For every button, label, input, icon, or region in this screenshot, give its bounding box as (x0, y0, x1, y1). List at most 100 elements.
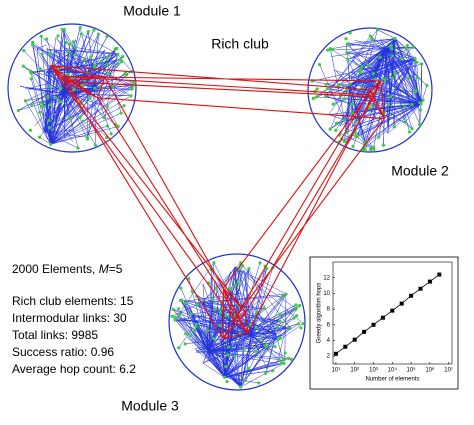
marker (362, 329, 367, 334)
node (74, 45, 78, 50)
node (187, 276, 191, 281)
node (421, 98, 425, 102)
node (48, 103, 53, 107)
node (28, 128, 32, 132)
node (54, 96, 58, 100)
node (263, 344, 267, 348)
node (93, 143, 97, 147)
node (82, 58, 87, 62)
y-tick-label: 10 (323, 291, 330, 297)
node (179, 286, 183, 290)
y-tick-label: 6 (327, 322, 331, 328)
y-tick-label: 4 (327, 338, 331, 344)
node (39, 101, 43, 105)
node (360, 65, 364, 69)
node (257, 337, 261, 341)
node (105, 124, 110, 128)
node (171, 307, 175, 311)
node (76, 146, 80, 150)
node (369, 147, 373, 152)
node (116, 52, 120, 56)
param-value: =5 (109, 262, 123, 276)
node (342, 118, 347, 122)
node (400, 57, 404, 61)
node (296, 322, 301, 326)
node (130, 87, 134, 91)
node (348, 31, 352, 35)
node (113, 47, 117, 51)
node (331, 102, 335, 106)
rich-club-label: Rich club (211, 36, 269, 52)
node (44, 37, 49, 41)
node (233, 284, 237, 288)
stat: Rich club elements: 15 (12, 294, 134, 308)
node (30, 43, 35, 47)
node (277, 358, 281, 362)
node (224, 364, 228, 369)
node (105, 34, 109, 39)
node (294, 303, 298, 307)
node (48, 85, 52, 89)
node (212, 336, 216, 341)
node (190, 289, 194, 293)
marker (390, 308, 395, 313)
node (328, 127, 332, 131)
node (177, 346, 181, 350)
node (37, 135, 42, 139)
node (47, 119, 51, 123)
node (287, 356, 291, 361)
node (96, 32, 101, 36)
node (29, 77, 33, 81)
node (317, 63, 322, 67)
x-tick-label: 10⁷ (444, 367, 453, 374)
node (173, 318, 177, 322)
node (236, 280, 240, 285)
y-axis-label: Greedy algorithm hops (317, 283, 323, 344)
node (344, 37, 348, 41)
marker (418, 286, 423, 291)
node (315, 95, 319, 99)
node (189, 334, 193, 338)
node (93, 86, 97, 90)
node (353, 120, 357, 125)
node (16, 108, 21, 113)
summary-head: 2000 Elements, (12, 262, 99, 276)
node (346, 57, 350, 61)
node (311, 96, 315, 100)
node (65, 72, 69, 76)
node (404, 46, 408, 50)
node (372, 147, 376, 151)
node (377, 135, 381, 139)
node (214, 286, 218, 290)
node (356, 134, 360, 138)
y-tick-label: 2 (327, 354, 331, 360)
node (241, 264, 245, 268)
node (254, 349, 258, 353)
node (414, 60, 419, 64)
node (194, 322, 198, 326)
node (78, 115, 82, 120)
node (48, 51, 52, 55)
node (81, 119, 85, 123)
node (346, 42, 350, 46)
node (418, 108, 423, 112)
node (189, 312, 193, 316)
node (351, 144, 355, 149)
marker (352, 337, 357, 342)
node (46, 94, 50, 99)
module-label: Module 1 (123, 3, 181, 19)
node (29, 103, 34, 107)
node (276, 337, 280, 341)
node (358, 68, 363, 72)
node (105, 105, 109, 109)
node (225, 379, 229, 384)
marker (399, 301, 404, 306)
node (205, 329, 210, 333)
node (254, 325, 258, 329)
node (258, 261, 262, 265)
node (415, 75, 419, 79)
marker (343, 344, 348, 349)
node (405, 43, 409, 48)
node (89, 55, 93, 59)
